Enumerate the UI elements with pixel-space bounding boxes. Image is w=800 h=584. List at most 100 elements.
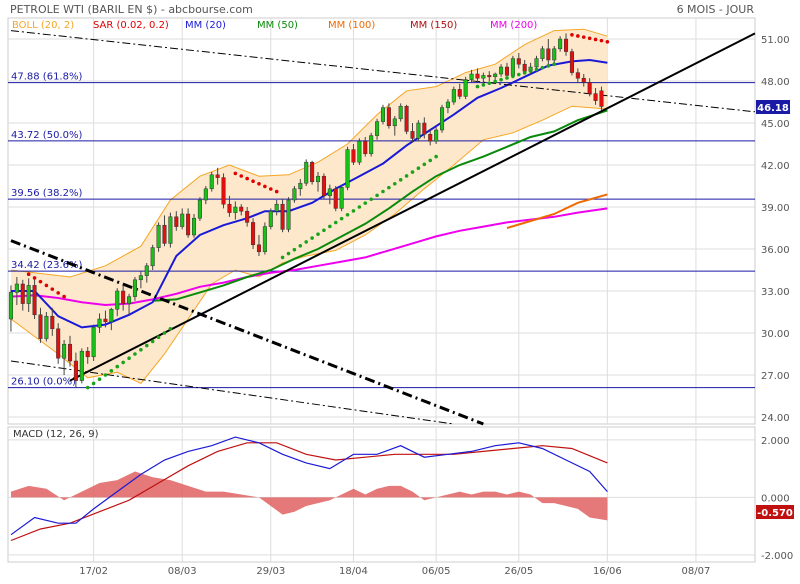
- sar-dot: [274, 189, 279, 194]
- candle-body: [209, 174, 214, 190]
- candle: [304, 159, 309, 186]
- candle-body: [56, 328, 61, 359]
- candle: [103, 310, 108, 328]
- candle-body: [256, 244, 261, 253]
- candle: [91, 324, 96, 361]
- date-tick-label: 08/07: [682, 566, 711, 577]
- candle: [174, 211, 179, 231]
- sar-dot: [487, 81, 492, 85]
- candle: [233, 201, 238, 220]
- legend: BOLL (20, 2) SAR (0.02, 0.2) MM (20) MM (50…: [12, 20, 537, 31]
- sar-dot: [115, 364, 120, 369]
- macd-panel-frame: [7, 426, 756, 563]
- fibonacci-layer: 47.88 (61.8%) 43.72 (50.0%) 39.56 (38.2%) 3…: [8, 72, 755, 389]
- candle: [162, 215, 167, 247]
- candle: [386, 103, 391, 129]
- candlestick-layer: [8, 33, 604, 388]
- candle: [445, 99, 450, 114]
- trendline: [10, 360, 454, 425]
- macd-line: [10, 436, 608, 536]
- candle: [132, 277, 137, 301]
- main-panel-frame: [7, 17, 756, 425]
- candle: [85, 347, 90, 364]
- candle-body: [327, 188, 332, 197]
- candle: [20, 279, 25, 311]
- candle-body: [215, 174, 220, 178]
- candle-body: [375, 121, 380, 136]
- candle-body: [174, 216, 179, 227]
- candle-body: [20, 283, 25, 304]
- candle: [339, 184, 344, 212]
- candle-body: [499, 66, 504, 75]
- sar-dot: [263, 184, 267, 189]
- candle: [14, 277, 19, 305]
- candle-body: [262, 226, 267, 253]
- sar-layer: [26, 33, 610, 390]
- candle: [268, 208, 273, 230]
- sar-dot: [475, 84, 480, 89]
- candle: [428, 130, 433, 146]
- sar-dot: [156, 335, 161, 340]
- axis-layer: 24.00 27.00 30.00 33.00 36.00 39.00 42.00 45.00…: [79, 35, 789, 577]
- mm50-line: [152, 109, 608, 302]
- price-tick-label: 42.00: [761, 161, 790, 172]
- candle: [138, 271, 143, 289]
- sar-dot: [387, 185, 391, 190]
- candle-body: [369, 135, 374, 155]
- candle-body: [197, 199, 202, 219]
- candle-body: [522, 63, 527, 72]
- candle: [593, 88, 598, 105]
- candle: [239, 204, 244, 216]
- sar-dot: [404, 174, 409, 178]
- sar-dot: [339, 216, 344, 221]
- candle-body: [138, 275, 143, 281]
- candle-body: [339, 187, 344, 209]
- candle-body: [280, 203, 285, 230]
- sar-dot: [605, 40, 610, 44]
- price-tick-label: 48.00: [761, 77, 790, 88]
- trendline: [10, 239, 484, 426]
- candle: [191, 214, 197, 238]
- candle-body: [599, 90, 604, 107]
- candle: [38, 307, 43, 343]
- bollinger-fill: [11, 29, 608, 384]
- candle-body: [357, 140, 362, 163]
- macd-signal-line: [10, 442, 608, 542]
- candle: [209, 172, 214, 192]
- sar-dot: [150, 339, 155, 344]
- candle: [463, 76, 468, 100]
- sar-dot: [581, 35, 586, 39]
- candle-body: [398, 105, 403, 120]
- sar-dot: [304, 240, 309, 244]
- candle: [186, 208, 191, 238]
- candle-body: [304, 161, 309, 184]
- candle: [32, 277, 37, 319]
- sar-dot: [38, 279, 43, 284]
- candle: [457, 83, 462, 100]
- candle: [180, 208, 185, 230]
- candle-body: [38, 314, 43, 339]
- candle-body: [233, 206, 238, 213]
- candle-body: [333, 188, 338, 209]
- macd-last-value: -0.570: [757, 508, 793, 519]
- candle: [404, 104, 409, 135]
- sar-dot: [505, 76, 509, 80]
- candle-body: [440, 107, 445, 131]
- candle: [398, 103, 403, 122]
- candle-body: [79, 350, 84, 381]
- candle-body: [469, 73, 474, 80]
- sar-dot: [357, 205, 362, 209]
- candle: [197, 197, 202, 221]
- candle: [546, 39, 551, 66]
- candle: [127, 293, 132, 315]
- candle: [487, 71, 492, 81]
- sar-dot: [434, 154, 438, 159]
- candle: [451, 86, 456, 105]
- candle-body: [203, 188, 208, 201]
- candle: [274, 200, 279, 216]
- sar-dot: [50, 287, 55, 291]
- candle: [56, 323, 61, 364]
- candle-body: [144, 265, 149, 276]
- candle: [298, 179, 303, 196]
- sar-dot: [133, 352, 137, 356]
